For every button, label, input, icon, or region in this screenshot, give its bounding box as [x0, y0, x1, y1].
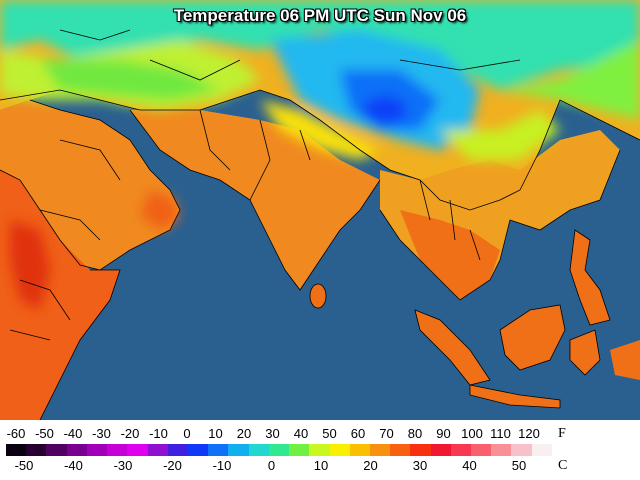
- fahrenheit-tick: -40: [63, 426, 83, 441]
- fahrenheit-tick: 30: [265, 426, 280, 441]
- fahrenheit-tick: 110: [490, 426, 511, 441]
- celsius-tick: -40: [64, 458, 83, 473]
- color-bar: [6, 444, 552, 456]
- fahrenheit-tick: 70: [379, 426, 394, 441]
- fahrenheit-tick: 120: [518, 426, 540, 441]
- color-swatch: [167, 444, 188, 456]
- color-swatch: [430, 444, 451, 456]
- celsius-tick: 40: [462, 458, 477, 473]
- color-swatch: [127, 444, 148, 456]
- color-swatch: [6, 444, 27, 456]
- color-swatch: [147, 444, 168, 456]
- fahrenheit-tick: 60: [350, 426, 366, 441]
- celsius-tick: 0: [267, 458, 276, 473]
- fahrenheit-tick: -20: [120, 426, 140, 441]
- temperature-field: [0, 0, 640, 310]
- celsius-tick: 20: [363, 458, 378, 473]
- color-swatch: [46, 444, 67, 456]
- color-swatch: [369, 444, 391, 456]
- color-legend: -60 -50 -40 -30 -20 -10 0 10 20 30 40 50 60 70 80 90 100…: [0, 420, 640, 480]
- color-swatch: [471, 444, 492, 456]
- color-swatch: [289, 444, 310, 456]
- fahrenheit-tick: 100: [461, 426, 483, 441]
- fahrenheit-tick: 90: [436, 426, 451, 441]
- fahrenheit-tick: 80: [407, 426, 423, 441]
- color-swatch: [66, 444, 87, 456]
- celsius-tick: -30: [113, 458, 133, 473]
- color-swatch: [531, 444, 552, 456]
- color-swatch: [390, 444, 411, 456]
- celsius-tick: 10: [313, 458, 329, 473]
- color-swatch: [491, 444, 512, 456]
- color-swatch: [450, 444, 472, 456]
- fahrenheit-tick: 50: [322, 426, 337, 441]
- color-swatch: [410, 444, 431, 456]
- color-swatch: [511, 444, 532, 456]
- temperature-map: [0, 0, 640, 420]
- fahrenheit-tick: -50: [35, 426, 54, 441]
- country-borders: [0, 29, 640, 420]
- color-swatch: [228, 444, 249, 456]
- color-swatch: [86, 444, 108, 456]
- color-swatch: [329, 444, 350, 456]
- fahrenheit-tick: -60: [6, 426, 26, 441]
- celsius-tick: 50: [511, 458, 527, 473]
- color-swatch: [268, 444, 290, 456]
- color-swatch: [349, 444, 370, 456]
- color-swatch: [208, 444, 229, 456]
- fahrenheit-tick: 20: [236, 426, 252, 441]
- fahrenheit-unit: F: [558, 426, 566, 441]
- color-swatch: [107, 444, 128, 456]
- color-swatch: [309, 444, 330, 456]
- fahrenheit-tick: 0: [183, 426, 191, 441]
- fahrenheit-tick: 40: [293, 426, 309, 441]
- color-swatch: [26, 444, 47, 456]
- map-title: Temperature 06 PM UTC Sun Nov 06: [173, 6, 467, 25]
- celsius-tick: -50: [14, 458, 34, 473]
- celsius-tick: -20: [163, 458, 182, 473]
- celsius-tick: -10: [212, 458, 232, 473]
- fahrenheit-tick: 10: [208, 426, 223, 441]
- fahrenheit-tick: -30: [92, 426, 111, 441]
- fahrenheit-tick: -10: [149, 426, 168, 441]
- celsius-tick: 30: [412, 458, 428, 473]
- color-swatch: [248, 444, 269, 456]
- celsius-unit: C: [558, 458, 568, 473]
- color-swatch: [187, 444, 209, 456]
